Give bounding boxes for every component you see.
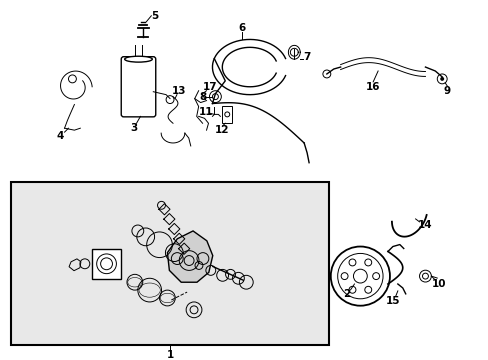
Text: 1: 1 [166, 350, 173, 360]
Text: 11: 11 [199, 107, 213, 117]
Text: 12: 12 [215, 125, 229, 135]
Bar [11, 183, 328, 345]
FancyBboxPatch shape [92, 249, 121, 279]
Text: 16: 16 [365, 82, 380, 92]
Text: 7: 7 [303, 52, 310, 62]
FancyBboxPatch shape [121, 57, 156, 117]
Text: 8: 8 [199, 92, 206, 102]
Circle shape [439, 77, 443, 81]
Text: 13: 13 [171, 86, 186, 96]
Text: 14: 14 [417, 220, 432, 230]
Bar [222, 105, 232, 123]
Text: 2: 2 [342, 289, 349, 299]
Text: 5: 5 [151, 11, 159, 21]
Text: 15: 15 [385, 296, 399, 306]
Text: 3: 3 [130, 123, 137, 133]
Text: 4: 4 [57, 131, 64, 141]
Polygon shape [167, 231, 212, 282]
Ellipse shape [124, 56, 152, 62]
Text: 6: 6 [238, 23, 245, 33]
Text: 10: 10 [431, 279, 446, 289]
Text: 9: 9 [443, 86, 450, 96]
Text: 17: 17 [203, 82, 217, 92]
